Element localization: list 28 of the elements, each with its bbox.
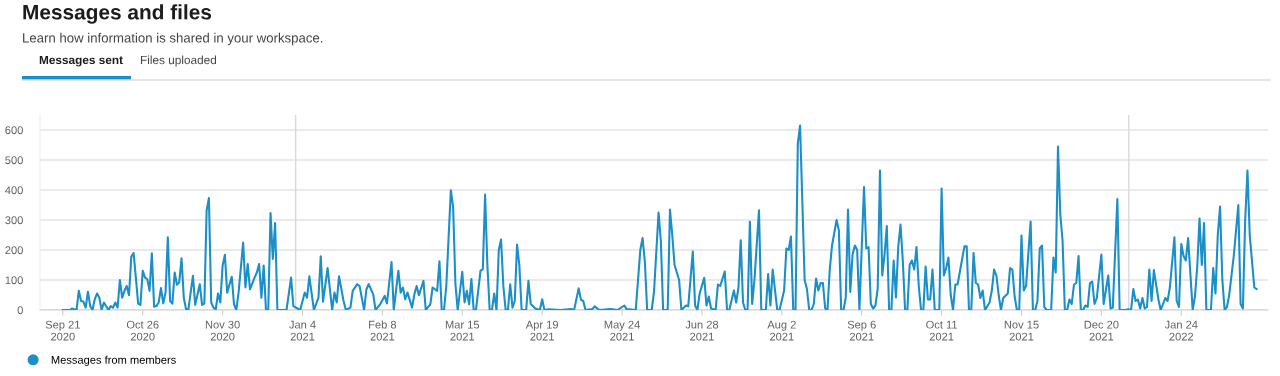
- x-tick-label: Sep 6 2021: [847, 320, 876, 341]
- x-tick-label: Oct 26 2020: [126, 320, 159, 341]
- x-tick-label: Jan 4 2021: [289, 320, 316, 341]
- x-tick-label: Jun 28 2021: [685, 320, 719, 341]
- x-tick-label: Apr 19 2021: [525, 320, 558, 341]
- x-tick-label: Nov 30 2020: [205, 320, 240, 341]
- chart-subtitle: Learn how information is shared in your workspace.: [23, 32, 323, 46]
- y-tick-label: 400: [5, 186, 23, 195]
- x-tick-label: Jan 24 2022: [1164, 320, 1198, 341]
- x-tick-label: Sep 21 2020: [45, 320, 80, 341]
- y-tick-label: 100: [5, 276, 23, 285]
- line-series: [61, 124, 1258, 310]
- x-tick-label: Oct 11 2021: [926, 320, 958, 341]
- y-tick-label: 500: [5, 156, 23, 165]
- y-tick-label: 600: [5, 126, 23, 135]
- chart-title: Messages and files: [23, 4, 212, 24]
- y-tick-label: 200: [5, 246, 23, 255]
- x-tick-label: May 24 2021: [604, 320, 640, 341]
- y-tick-label: 0: [17, 306, 23, 315]
- x-tick-label: Feb 8 2021: [369, 320, 397, 341]
- x-tick-label: Nov 15 2021: [1004, 320, 1039, 341]
- text: Messages sent: [39, 55, 123, 67]
- y-tick-label: 300: [5, 216, 23, 225]
- x-tick-label: Dec 20 2021: [1084, 320, 1119, 341]
- text: Files uploaded: [140, 55, 217, 67]
- x-tick-label: Aug 2 2021: [767, 320, 796, 341]
- x-tick-label: Mar 15 2021: [445, 320, 480, 341]
- legend-label: Messages from members: [51, 355, 176, 366]
